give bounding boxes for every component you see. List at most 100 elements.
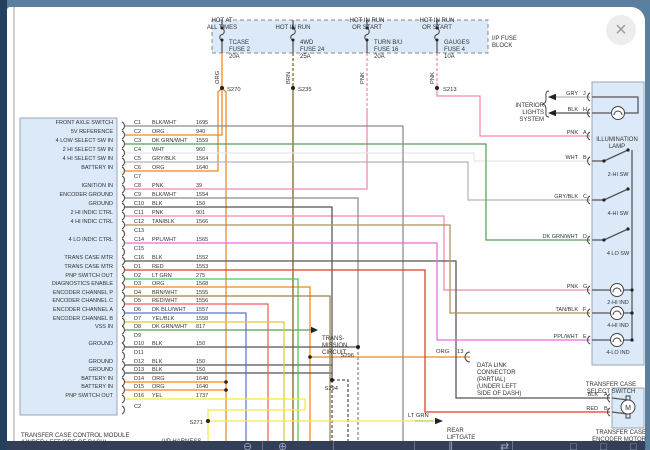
fuse-label-gauges: GAUGES FUSE 4 10A: [444, 40, 470, 60]
pin-function-label: 5V REFERENCE: [71, 129, 114, 135]
pin-wire-color: LT GRN: [152, 273, 172, 279]
zoom-in-icon[interactable]: ⊕: [278, 441, 288, 450]
junction-dot: [602, 198, 606, 202]
pin-bracket: [121, 220, 125, 230]
splice-dot: [356, 345, 360, 349]
fuse-block-box: [211, 19, 489, 54]
switch-blade: [603, 188, 629, 201]
pin-id: D6: [134, 307, 141, 313]
rail-header-2: HOT IN RUN: [275, 25, 311, 31]
fuse-label-4wd: 4WD FUSE 24 25A: [300, 40, 325, 60]
lamp-filament: [612, 287, 622, 293]
pin-wire-color: RED/WHT: [152, 298, 178, 304]
viewer-toolbar: ⊖ ⊕ ∥ ⇄ □ □ □: [7, 441, 645, 450]
pin-function-label: TRANS CASE MTR: [64, 255, 113, 261]
motor-symbol: M: [625, 405, 631, 412]
pin-circuit-number: 1558: [196, 316, 208, 322]
pin-function-label: 4 HI SELECT SW IN: [63, 156, 113, 162]
pin-id: D7: [134, 316, 141, 322]
page-icon[interactable]: □: [570, 441, 577, 450]
dlc-wire-color: ORG: [436, 349, 450, 355]
pin-wire-color: PNK: [567, 130, 579, 136]
page-icon[interactable]: □: [630, 441, 637, 450]
pin-letter: E: [583, 334, 587, 340]
pin-wire-color: YEL/BLK: [152, 316, 175, 322]
swap-icon[interactable]: ⇄: [500, 441, 510, 450]
splice-label: S271: [189, 420, 203, 426]
splice-dot: [220, 86, 224, 90]
pin-circuit-number: 1640: [196, 165, 208, 171]
junction-dot: [626, 148, 630, 152]
pin-wire-color: RED: [152, 264, 164, 270]
rail-header-4: HOT IN RUN OR START: [419, 18, 455, 31]
indicator-label: 2-HI IND: [607, 300, 628, 306]
pin-bracket: [121, 351, 125, 361]
data-link-connector-label: DATA LINK CONNECTOR (PARTIAL) (UNDER LEFT SI…: [477, 363, 522, 397]
wire-red_wht: [125, 303, 269, 441]
pin-circuit-number: 150: [196, 367, 205, 373]
pin-letter: G: [583, 284, 587, 290]
pin-bracket: [121, 282, 125, 292]
pin-letter: B: [604, 406, 608, 412]
toolbar-separator: [512, 441, 513, 450]
wire-blk_wht: [125, 197, 359, 347]
pin-id: D9: [134, 333, 141, 339]
pin-id: D10: [134, 341, 144, 347]
pin-bracket: [121, 308, 125, 318]
wire-pnk: [125, 110, 368, 190]
interior-lights-arrow-icon: [548, 93, 556, 101]
indicator-lamp-icon: [610, 306, 624, 320]
illumination-lamp-icon: [611, 106, 625, 120]
pin-function-label: VSS IN: [95, 324, 113, 330]
splice-label: S213: [443, 87, 457, 93]
wire-ppl_wht: [125, 242, 590, 341]
pin-wire-color: DK GRN/WHT: [543, 234, 579, 240]
liftgate-wire-color: LT GRN: [408, 413, 429, 419]
pin-circuit-number: 1568: [196, 281, 208, 287]
toolbar-separator: [262, 441, 263, 450]
pin-wire-color: PNK: [152, 183, 164, 189]
pin-id: C9: [134, 192, 141, 198]
pin-function-label: ENCODER CHANNEL A: [53, 307, 113, 313]
pin-wire-color: BLK: [152, 201, 163, 207]
pin-wire-color: BLK/WHT: [152, 192, 177, 198]
pin-circuit-number: 960: [196, 147, 205, 153]
wire-wht: [125, 152, 590, 162]
close-button[interactable]: ×: [606, 15, 636, 45]
pin-bracket: [587, 156, 591, 166]
switch-label: 4-HI SW: [608, 211, 630, 217]
zoom-out-icon[interactable]: ⊖: [243, 441, 253, 450]
wire-red: [125, 269, 610, 413]
wire-brn_wht: [125, 295, 331, 441]
pin-bracket: [121, 325, 125, 335]
switch-label: 2-HI SW: [608, 172, 630, 178]
fuse-icon: [219, 27, 225, 41]
pin-function-label: BATTERY IN: [81, 384, 113, 390]
pin-bracket: [121, 342, 125, 352]
pin-wire-color: BRN/WHT: [152, 290, 178, 296]
pin-bracket: [121, 202, 125, 212]
pin-circuit-number: 901: [196, 210, 205, 216]
liftgate-arrow-icon: [435, 417, 443, 425]
junction-dot: [224, 380, 228, 384]
fuse-dot: [220, 38, 224, 42]
pin-wire-color: BLK: [152, 255, 163, 261]
pin-wire-color: ORG: [152, 165, 165, 171]
pause-icon[interactable]: ∥: [448, 441, 454, 450]
pin-bracket: [121, 166, 125, 176]
fuse-icon: [364, 27, 370, 41]
pin-wire-color: ORG: [152, 376, 165, 382]
wire-yel_blk: [125, 321, 285, 441]
junction-dot: [308, 355, 312, 359]
pin-bracket: [587, 308, 591, 318]
pin-circuit-number: 1555: [196, 290, 208, 296]
interior-lights-label: INTERIOR LIGHTS SYSTEM: [515, 103, 544, 123]
pin-id: D16: [134, 393, 144, 399]
page-icon[interactable]: □: [600, 441, 607, 450]
pin-wire-color: TAN/BLK: [555, 307, 578, 313]
pin-wire-color: DK GRN/WHT: [152, 324, 188, 330]
fuse-dot: [365, 26, 369, 30]
window-frame-left: [0, 0, 7, 450]
pin-circuit-number: 150: [196, 359, 205, 365]
